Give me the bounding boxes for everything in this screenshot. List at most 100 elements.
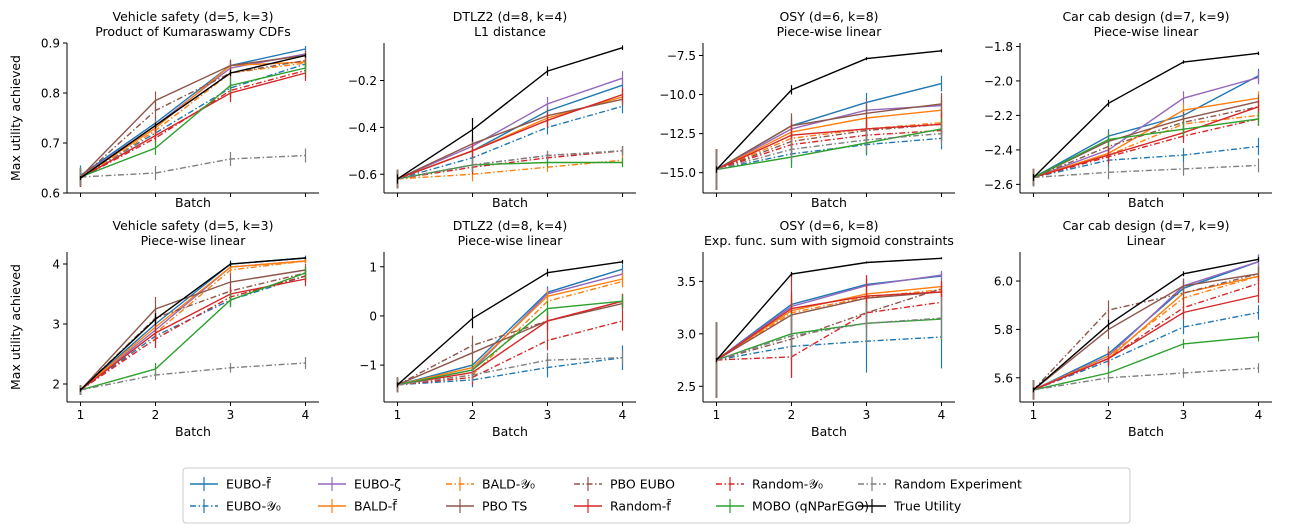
- y-tick-label: 4: [52, 258, 60, 272]
- series-line: [716, 132, 942, 171]
- series-line: [1033, 367, 1259, 391]
- y-tick-label: −1.8: [984, 40, 1013, 54]
- series-group: [715, 257, 943, 398]
- x-tick-label: 4: [938, 408, 946, 422]
- series-line: [716, 288, 942, 361]
- series-line: [397, 300, 623, 386]
- series-line: [80, 272, 306, 391]
- series-line: [1033, 106, 1259, 179]
- series-line: [716, 123, 942, 171]
- series-BALD-f̃: [1032, 91, 1260, 187]
- series-line: [397, 47, 623, 180]
- series-EUBO-𝒴₀: [715, 127, 943, 190]
- series-line: [1033, 75, 1259, 179]
- series-line: [716, 275, 942, 361]
- series-True Utility: [715, 49, 943, 173]
- subplot-7: OSY (d=6, k=8)Exp. func. sum with sigmoi…: [677, 218, 955, 439]
- series-True Utility: [79, 256, 307, 392]
- series-line: [716, 109, 942, 171]
- y-tick-label: 3.0: [677, 327, 696, 341]
- series-line: [715, 50, 942, 171]
- x-axis-label: Batch: [492, 195, 528, 210]
- series-EUBO-𝒴₀: [1032, 305, 1260, 400]
- series-line: [80, 362, 306, 391]
- series-EUBO-ζ: [79, 50, 307, 186]
- series-line: [397, 278, 623, 386]
- legend-label: True Utility: [893, 499, 962, 514]
- series-group: [396, 45, 624, 189]
- series-line: [397, 150, 623, 180]
- series-line: [1033, 118, 1259, 179]
- y-tick-label: −7.5: [667, 49, 696, 63]
- series-line: [397, 280, 623, 386]
- legend-entry: BALD-𝒴₀: [446, 477, 535, 492]
- y-tick-label: −2.6: [984, 178, 1013, 192]
- series-EUBO-ζ: [79, 258, 307, 395]
- series-EUBO-𝒴₀: [79, 59, 307, 186]
- series-line: [397, 159, 623, 180]
- subplot-subtitle: Product of Kumaraswamy CDFs: [95, 24, 291, 39]
- series-line: [716, 103, 942, 171]
- x-tick-label: 1: [394, 408, 402, 422]
- subplot-3: OSY (d=6, k=8)Piece-wise linear Batch −15.…: [659, 9, 955, 210]
- series-BALD-𝒴₀: [1032, 268, 1260, 400]
- series-EUBO-ζ: [715, 96, 943, 190]
- x-axis-label: Batch: [492, 424, 528, 439]
- x-tick-label: 4: [1255, 408, 1263, 422]
- series-True Utility: [396, 45, 624, 184]
- series-line: [80, 154, 306, 178]
- legend-label: EUBO-ζ: [354, 477, 401, 492]
- x-axis-label: Batch: [811, 424, 847, 439]
- x-tick-label: 3: [863, 408, 871, 422]
- series-line: [716, 285, 942, 361]
- subplot-subtitle: L1 distance: [474, 24, 546, 39]
- y-tick-label: −0.6: [348, 168, 377, 182]
- series-MOBO (qNParEGO): [79, 62, 307, 186]
- legend-entry: Random Experiment: [858, 477, 1022, 492]
- y-tick-label: 0.7: [41, 137, 60, 151]
- legend-label: BALD-𝒴₀: [482, 477, 535, 492]
- y-tick-label: 0: [369, 309, 377, 323]
- series-EUBO-f̃: [396, 78, 624, 189]
- subplot-6: DTLZ2 (d=8, k=4)Piece-wise linear 1 2 3 4 Bat…: [359, 218, 636, 439]
- subplot-5: Vehicle safety (d=5, k=3)Piece-wise line…: [8, 218, 319, 439]
- legend-entry: MOBO (qNParEGO): [716, 499, 869, 514]
- series-line: [716, 291, 942, 361]
- series-line: [397, 268, 623, 386]
- series-EUBO-𝒴₀: [79, 270, 307, 395]
- x-tick-label: 1: [77, 408, 85, 422]
- x-axis-label: Batch: [1128, 195, 1164, 210]
- legend-entry: Random-𝒴₀: [716, 477, 823, 492]
- subplot-title: Car cab design (d=7, k=9): [1062, 9, 1229, 24]
- series-BALD-𝒴₀: [79, 58, 307, 187]
- series-line: [1032, 273, 1259, 391]
- legend-label: Random-𝒴₀: [752, 477, 823, 492]
- series-line: [397, 357, 623, 386]
- series-EUBO-𝒴₀: [715, 305, 943, 398]
- series-line: [1033, 118, 1259, 179]
- subplot-subtitle: Exp. func. sum with sigmoid constraints: [704, 233, 954, 248]
- series-line: [79, 269, 306, 391]
- y-tick-label: −0.2: [348, 74, 377, 88]
- series-line: [1033, 311, 1259, 391]
- series-line: [1033, 275, 1259, 391]
- y-tick-label: 0.6: [41, 187, 60, 201]
- subplot-subtitle: Piece-wise linear: [458, 233, 564, 248]
- x-tick-label: 3: [544, 408, 552, 422]
- legend-label: PBO EUBO: [610, 477, 675, 492]
- series-line: [397, 302, 623, 386]
- legend-entry: BALD-f̃: [318, 499, 397, 514]
- series-Random Experiment: [396, 146, 624, 189]
- series-line: [1033, 273, 1259, 391]
- x-axis-label: Batch: [811, 195, 847, 210]
- series-line: [80, 257, 306, 391]
- series-line: [715, 257, 942, 361]
- legend-label: MOBO (qNParEGO): [752, 499, 869, 514]
- subplot-title: OSY (d=6, k=8): [779, 9, 878, 24]
- series-group: [79, 46, 307, 187]
- series-line: [80, 59, 306, 179]
- x-tick-label: 2: [788, 408, 796, 422]
- series-Random Experiment: [1032, 158, 1260, 187]
- y-tick-label: −2.0: [984, 74, 1013, 88]
- legend-label: EUBO-𝒴₀: [226, 499, 281, 514]
